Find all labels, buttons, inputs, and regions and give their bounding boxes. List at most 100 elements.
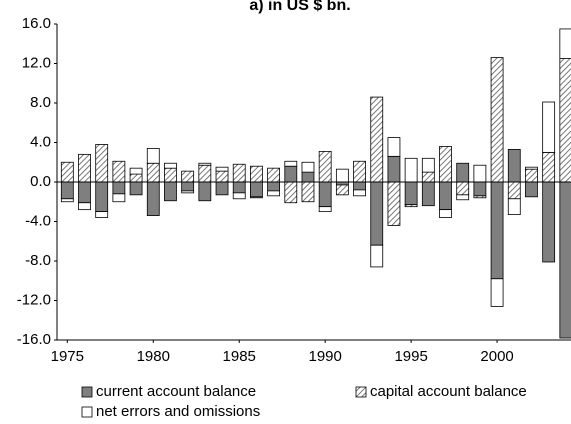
legend-swatch <box>81 406 93 418</box>
bar-segment <box>507 198 521 215</box>
bar-segment <box>232 181 246 194</box>
bar-segment <box>370 244 384 268</box>
bar-segment <box>439 181 452 211</box>
y-tick-label: 4.0 <box>30 133 51 150</box>
bar-segment <box>284 160 298 167</box>
bar-segment <box>112 160 126 183</box>
bar-segment <box>232 163 246 183</box>
bar-segment <box>250 196 263 199</box>
bar-segment <box>181 190 195 194</box>
bar-segment <box>181 170 195 183</box>
bar-segment <box>490 278 504 307</box>
bar-segment <box>146 148 160 164</box>
y-tick-label: 8.0 <box>30 94 51 111</box>
bar-segment <box>456 194 470 201</box>
bar-segment <box>164 181 177 202</box>
bar-segment <box>456 162 470 183</box>
bar-segment <box>525 181 538 198</box>
bar-segment <box>404 181 418 206</box>
x-tick-label: 2000 <box>480 348 513 365</box>
bar-segment <box>267 190 281 197</box>
bar-segment <box>267 181 281 192</box>
bar-segment <box>318 206 332 213</box>
bar-segment <box>60 181 74 200</box>
bar-segment <box>421 181 435 207</box>
bar-segment <box>439 209 452 218</box>
legend-label: net errors and omissions <box>96 403 260 420</box>
bar-segment <box>559 28 571 59</box>
bar-segment <box>387 181 401 226</box>
bar-segment <box>112 193 126 203</box>
x-tick-label: 1975 <box>51 348 84 365</box>
bar-segment <box>284 181 298 204</box>
bar-segment <box>95 211 109 218</box>
bar-segment <box>490 57 504 183</box>
bar-segment <box>387 155 401 183</box>
bar-segment <box>542 151 556 183</box>
bar-segment <box>542 101 556 153</box>
bar-segment <box>198 164 212 183</box>
bar-segment <box>146 181 160 216</box>
bar-segment <box>112 181 126 195</box>
bar-segment <box>181 181 195 192</box>
chart-title: a) in US $ bn. <box>249 0 350 14</box>
y-tick-label: 0.0 <box>30 173 51 190</box>
bar-segment <box>318 150 332 183</box>
bar-segment <box>215 166 229 172</box>
bar-segment <box>542 181 556 263</box>
legend-label: current account balance <box>96 383 256 400</box>
y-tick-label: -12.0 <box>17 291 51 308</box>
bar-segment <box>353 160 366 183</box>
bar-segment <box>421 171 435 183</box>
y-tick-label: 12.0 <box>22 54 51 71</box>
bar-segment <box>404 204 418 208</box>
y-tick-label: -16.0 <box>17 331 51 348</box>
bar-segment <box>370 96 384 183</box>
bar-segment <box>215 181 229 196</box>
bar-segment <box>198 181 212 202</box>
bar-segment <box>387 137 401 157</box>
bar-segment <box>421 157 435 173</box>
bar-segment <box>335 168 349 183</box>
bar-segment <box>473 164 487 183</box>
legend-label: capital account balance <box>370 383 527 400</box>
bar-segment <box>353 189 366 197</box>
bar-segment <box>301 171 315 183</box>
x-tick-label: 1985 <box>223 348 256 365</box>
bar-segment <box>250 165 263 183</box>
bar-segment <box>559 181 571 339</box>
bar-segment <box>95 144 109 183</box>
y-tick-label: -4.0 <box>25 212 51 229</box>
legend-swatch <box>81 386 93 398</box>
bar-segment <box>164 162 177 169</box>
bar-segment <box>60 198 74 203</box>
bar-segment <box>146 162 160 183</box>
bar-segment <box>60 161 74 183</box>
bar-segment <box>353 181 366 191</box>
x-tick-label: 1995 <box>394 348 427 365</box>
bar-segment <box>335 184 349 196</box>
bar-segment <box>232 192 246 200</box>
x-tick-label: 1980 <box>137 348 170 365</box>
bar-segment <box>78 202 91 211</box>
bar-segment <box>507 149 521 183</box>
bar-segment <box>301 161 315 173</box>
bar-segment <box>525 166 538 170</box>
bar-segment <box>439 146 452 183</box>
y-tick-label: -8.0 <box>25 252 51 269</box>
bar-segment <box>95 181 109 213</box>
bar-segment <box>301 181 315 203</box>
bar-segment <box>559 58 571 183</box>
bar-segment <box>404 157 418 183</box>
bar-segment <box>129 173 143 183</box>
bar-segment <box>525 168 538 183</box>
bar-segment <box>164 167 177 183</box>
bar-segment <box>318 181 332 208</box>
bar-segment <box>456 181 470 196</box>
bar-segment <box>267 167 281 183</box>
bar-segment <box>198 162 212 166</box>
bar-segment <box>490 181 504 280</box>
bar-segment <box>129 167 143 175</box>
bar-segment <box>129 181 143 196</box>
